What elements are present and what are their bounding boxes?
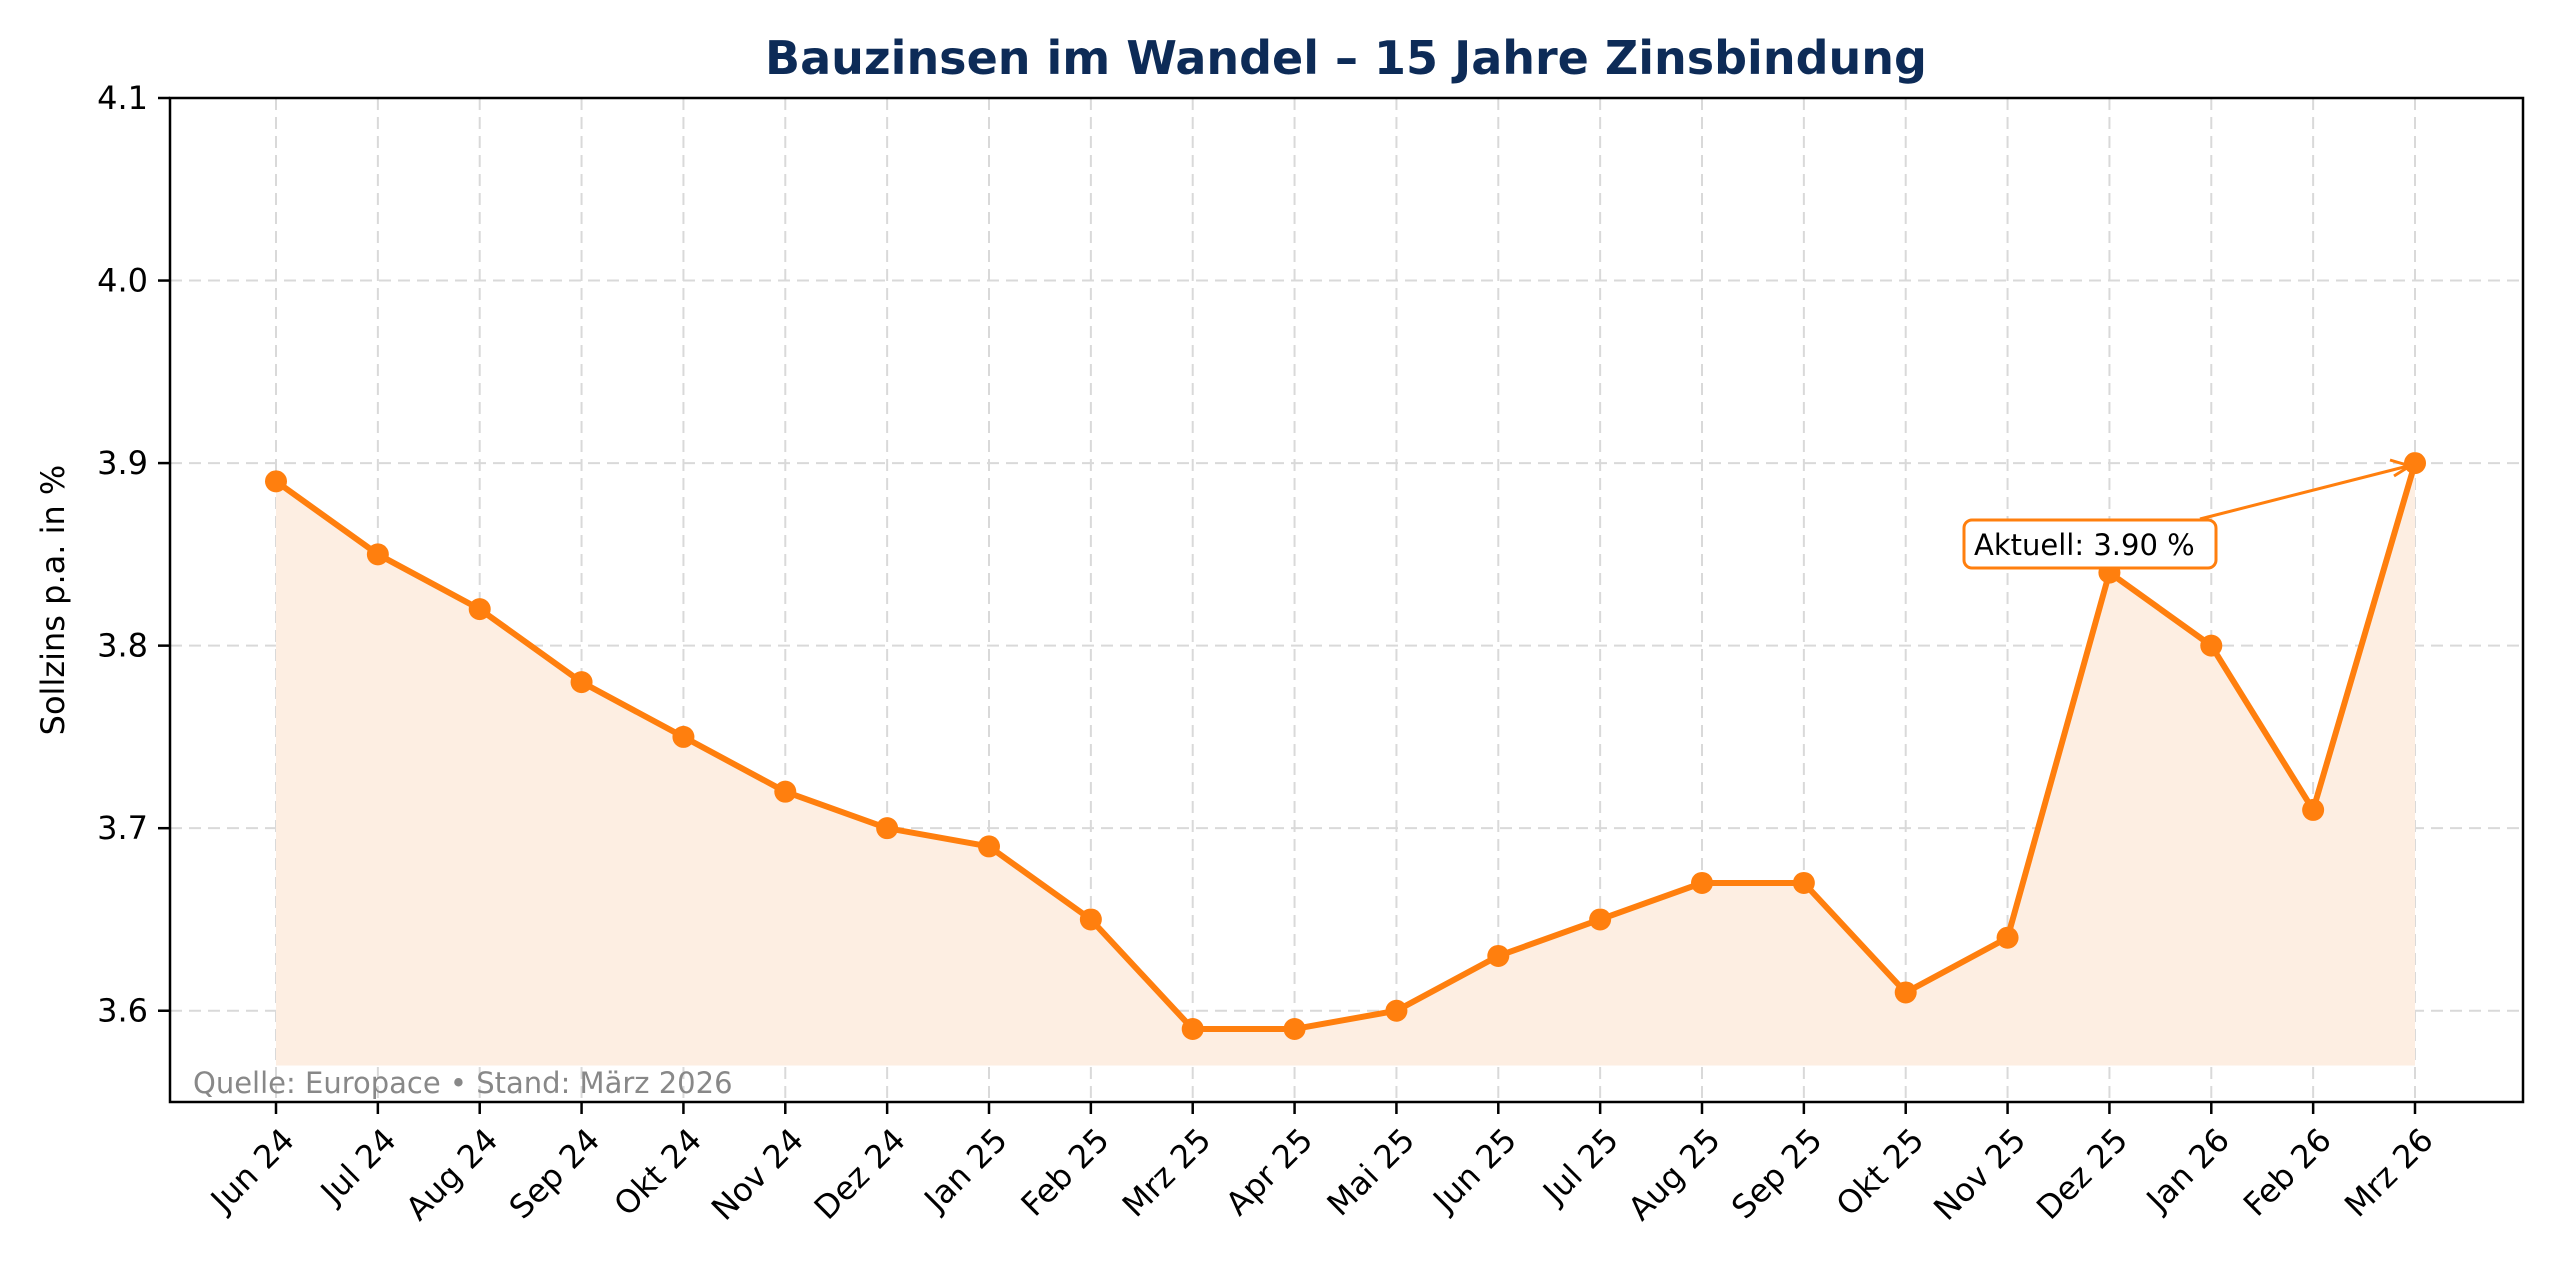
annotation-arrow	[2199, 464, 2409, 521]
data-points	[265, 452, 2426, 1040]
y-tick-label: 3.8	[97, 627, 148, 665]
x-tick-label: Jul 25	[1534, 1121, 1626, 1213]
x-tick-label: Jun 24	[202, 1121, 302, 1221]
y-tick-label: 3.7	[97, 809, 148, 847]
x-tick-label: Mrz 26	[2337, 1121, 2441, 1225]
data-point	[672, 725, 695, 748]
y-tick-label: 4.0	[97, 262, 148, 300]
x-tick-label: Jul 24	[312, 1121, 404, 1213]
x-tick-label: Jan 25	[916, 1121, 1015, 1220]
x-tick-label: Mai 25	[1320, 1121, 1423, 1224]
x-tick-label: Mrz 25	[1115, 1121, 1219, 1225]
x-tick-label: Sep 25	[1724, 1121, 1830, 1227]
data-line	[274, 462, 2418, 1032]
x-tick-label: Nov 25	[1926, 1121, 2033, 1228]
data-point	[2404, 452, 2426, 475]
area-fill	[276, 463, 2415, 1066]
x-tick-label: Okt 24	[606, 1121, 709, 1224]
data-point	[1996, 926, 2019, 949]
current-value-annotation: Aktuell: 3.90 %	[1962, 458, 2414, 570]
data-point	[265, 470, 287, 493]
y-axis: 3.6 3.7 3.8 3.9 4.0 4.1	[97, 79, 170, 1030]
x-tick-label: Feb 26	[2236, 1121, 2339, 1224]
x-tick-label: Jun 25	[1424, 1121, 1524, 1221]
source-note: Quelle: Europace • Stand: März 2026	[193, 1066, 733, 1100]
x-tick-label: Jan 26	[2138, 1121, 2237, 1220]
data-point	[1894, 981, 1917, 1004]
y-tick-label: 3.6	[97, 992, 148, 1030]
data-point	[468, 598, 491, 621]
x-tick-label: Feb 25	[1014, 1121, 1117, 1224]
data-point	[1691, 871, 1713, 894]
x-tick-label: Dez 24	[807, 1121, 913, 1227]
data-point	[570, 671, 593, 694]
x-tick-label: Dez 25	[2029, 1121, 2135, 1227]
x-tick-label: Apr 25	[1218, 1121, 1320, 1223]
x-tick-label: Aug 24	[398, 1121, 505, 1228]
data-point	[774, 780, 797, 803]
y-tick-label: 4.1	[97, 79, 148, 117]
data-point	[1589, 908, 1612, 931]
data-point	[876, 817, 899, 840]
x-tick-label: Nov 24	[704, 1121, 811, 1228]
data-point	[2302, 798, 2325, 821]
data-point	[1385, 999, 1408, 1022]
chart-title: Bauzinsen im Wandel – 15 Jahre Zinsbindu…	[765, 31, 1927, 85]
data-point	[1181, 1017, 1204, 1040]
data-point	[366, 543, 389, 566]
y-axis-label: Sollzins p.a. in %	[34, 465, 72, 736]
annotation-text: Aktuell: 3.90 %	[1974, 528, 2195, 562]
data-point	[1487, 944, 1510, 967]
x-tick-label: Aug 25	[1621, 1121, 1728, 1228]
y-tick-label: 3.9	[97, 444, 148, 482]
data-point	[1283, 1017, 1306, 1040]
data-point	[1792, 871, 1815, 894]
data-point	[1079, 908, 1102, 931]
x-tick-label: Okt 25	[1829, 1121, 1932, 1224]
x-tick-label: Sep 24	[502, 1121, 608, 1227]
data-point	[2200, 634, 2223, 657]
plot-frame	[168, 96, 2525, 1104]
annotation-box	[1962, 518, 2218, 570]
data-point	[978, 835, 1000, 858]
arrow-head-icon	[2389, 458, 2414, 478]
